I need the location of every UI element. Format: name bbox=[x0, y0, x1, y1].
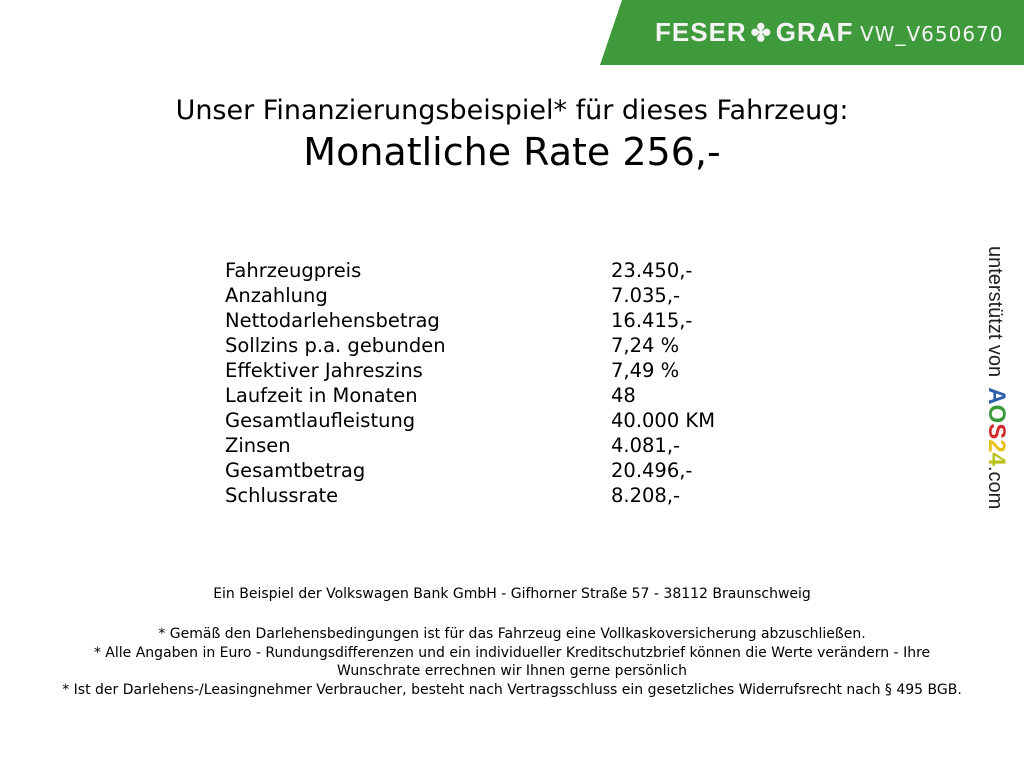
footnote: * Gemäß den Darlehensbedingungen ist für… bbox=[158, 626, 866, 642]
aos24-letter: 2 bbox=[983, 439, 1010, 453]
table-row: Anzahlung 7.035,- bbox=[225, 283, 715, 308]
row-label: Nettodarlehensbetrag bbox=[225, 309, 440, 332]
supported-by-text: unterstützt von bbox=[984, 246, 1006, 378]
header-banner bbox=[600, 0, 1024, 65]
table-row: Effektiver Jahreszins 7,49 % bbox=[225, 358, 715, 383]
row-value: 48 bbox=[611, 384, 636, 407]
row-label: Zinsen bbox=[225, 434, 291, 457]
row-label: Schlussrate bbox=[225, 484, 339, 507]
row-value: 7.035,- bbox=[611, 284, 681, 307]
financing-title: Unser Finanzierungsbeispiel* für dieses … bbox=[175, 95, 849, 126]
footnotes: * Gemäß den Darlehensbedingungen ist für… bbox=[50, 625, 974, 699]
aos24-letter: O bbox=[983, 404, 1010, 424]
domain-suffix: .com bbox=[984, 465, 1006, 510]
financing-table: Fahrzeugpreis 23.450,- Anzahlung 7.035,- Net… bbox=[225, 258, 715, 508]
row-label: Gesamtbetrag bbox=[225, 459, 366, 482]
feser-graf-logo: FESER ✤ GRAF bbox=[655, 17, 854, 47]
footnote: * Ist der Darlehens-/Leasingnehmer Verbr… bbox=[62, 681, 962, 698]
aos24-letter: S bbox=[983, 423, 1010, 440]
table-row: Gesamtbetrag 20.496,- bbox=[225, 458, 715, 483]
aos24-letter: A bbox=[983, 387, 1010, 405]
row-value: 7,49 % bbox=[611, 359, 680, 382]
row-value: 16.415,- bbox=[611, 309, 693, 332]
row-value: 8.208,- bbox=[611, 484, 681, 507]
table-row: Zinsen 4.081,- bbox=[225, 433, 715, 458]
table-row: Sollzins p.a. gebunden 7,24 % bbox=[225, 333, 715, 358]
row-value: 20.496,- bbox=[611, 459, 693, 482]
bank-info: Ein Beispiel der Volkswagen Bank GmbH - … bbox=[213, 586, 811, 602]
row-value: 23.450,- bbox=[611, 259, 693, 282]
table-row: Schlussrate 8.208,- bbox=[225, 483, 715, 508]
table-row: Fahrzeugpreis 23.450,- bbox=[225, 258, 715, 283]
row-label: Sollzins p.a. gebunden bbox=[225, 334, 446, 357]
row-label: Fahrzeugpreis bbox=[225, 259, 362, 282]
table-row: Laufzeit in Monaten 48 bbox=[225, 383, 715, 408]
vehicle-id: VW_V650670 bbox=[860, 22, 1004, 46]
row-value: 40.000 KM bbox=[611, 409, 716, 432]
row-label: Laufzeit in Monaten bbox=[225, 384, 418, 407]
row-label: Gesamtlaufleistung bbox=[225, 409, 416, 432]
monthly-rate: Monatliche Rate 256,- bbox=[303, 130, 721, 174]
aos24-letter: 4 bbox=[983, 452, 1010, 466]
footnote: * Alle Angaben in Euro - Rundungsdiffere… bbox=[93, 644, 931, 680]
table-row: Gesamtlaufleistung 40.000 KM bbox=[225, 408, 715, 433]
row-label: Anzahlung bbox=[225, 284, 328, 307]
table-row: Nettodarlehensbetrag 16.415,- bbox=[225, 308, 715, 333]
row-label: Effektiver Jahreszins bbox=[225, 359, 423, 382]
aos24-logo: AOS24 bbox=[983, 387, 1010, 466]
clover-icon: ✤ bbox=[750, 20, 772, 47]
supported-by: unterstützt von AOS24.com bbox=[982, 246, 1010, 509]
row-value: 7,24 % bbox=[611, 334, 680, 357]
row-value: 4.081,- bbox=[611, 434, 681, 457]
